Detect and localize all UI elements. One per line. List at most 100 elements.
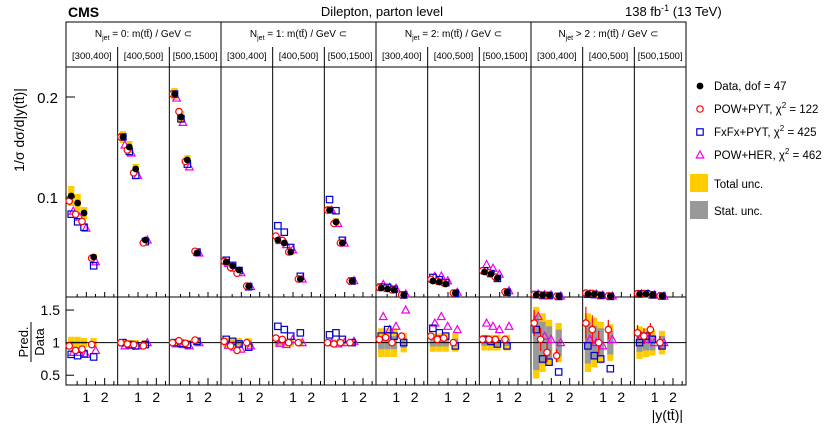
ratio-point-open-circle — [175, 336, 183, 345]
point-filled-circle — [597, 291, 605, 299]
point-open-triangle — [184, 161, 195, 171]
y-tick-label-ratio: 1.5 — [41, 302, 61, 318]
ratio-point-open-triangle — [436, 311, 447, 321]
group-header: Njet > 2 : m(tt̄) / GeV ⊂ — [559, 28, 659, 42]
point-filled-circle — [132, 165, 140, 173]
legend-label: POW+HER, χ2 = 462 — [714, 147, 822, 162]
point-filled-circle — [636, 290, 643, 298]
point-filled-circle — [177, 113, 185, 121]
ratio-point-open-square — [286, 332, 295, 340]
mass-bin-label: [500,1500] — [638, 51, 683, 62]
ratio-point-open-circle — [594, 338, 603, 347]
x-tick-label: 1 — [599, 389, 607, 405]
ratio-point-open-square — [332, 329, 340, 337]
ratio-point-open-square — [429, 324, 437, 333]
point-filled-circle — [332, 218, 340, 226]
chart-text: CMS Dilepton, parton level 138 fb-1 (13 … — [11, 3, 722, 423]
ratio-point-open-circle — [181, 339, 190, 348]
mass-bin-label: [400,500] — [434, 51, 474, 62]
point-filled-circle — [171, 90, 178, 98]
mass-bin-label: [300,400] — [227, 51, 267, 62]
point-open-triangle — [488, 262, 498, 272]
x-tick-label: 2 — [669, 389, 677, 405]
legend-swatch — [690, 174, 708, 192]
point-filled-circle — [435, 278, 443, 286]
point-filled-circle — [229, 262, 237, 270]
point-filled-circle — [296, 275, 304, 283]
mass-bin-label: [300,400] — [382, 51, 422, 62]
x-tick-label: 1 — [134, 389, 142, 405]
y-tick-label-top: 0.2 — [37, 90, 58, 107]
x-tick-label: 2 — [204, 389, 212, 405]
ratio-point-open-square — [399, 338, 408, 347]
legend-marker-open-triangle — [695, 149, 705, 159]
ratio-point-open-triangle — [442, 321, 453, 330]
ratio-point-open-triangle — [430, 317, 440, 327]
ratio-point-open-square — [390, 332, 398, 340]
ratio-point-open-circle — [330, 340, 338, 348]
point-filled-circle — [183, 156, 191, 164]
ratio-point-open-triangle — [391, 321, 401, 330]
point-open-circle — [78, 217, 86, 226]
data-points — [65, 90, 669, 376]
ratio-point-open-circle — [78, 345, 86, 353]
x-tick-label: 1 — [82, 389, 90, 405]
ratio-point-open-circle — [284, 338, 293, 347]
ratio-point-open-circle — [272, 334, 280, 342]
ratio-point-open-triangle — [555, 337, 566, 347]
ratio-point-open-triangle — [400, 304, 411, 314]
point-filled-circle — [274, 236, 282, 244]
ratio-point-open-circle — [87, 340, 96, 349]
chart-title: Dilepton, parton level — [321, 4, 443, 19]
ratio-point-open-square — [648, 335, 657, 344]
point-filled-circle — [280, 239, 288, 247]
mass-bin-label: [400,500] — [279, 51, 319, 62]
point-filled-circle — [390, 286, 398, 294]
ratio-point-open-circle — [530, 319, 538, 327]
luminosity-label: 138 fb-1 (13 TeV) — [625, 3, 722, 19]
point-open-circle — [71, 210, 80, 219]
ratio-point-open-circle — [633, 329, 642, 337]
point-open-triangle — [481, 259, 492, 269]
ratio-point-open-circle — [242, 338, 251, 347]
ratio-point-open-circle — [543, 348, 551, 357]
ratio-point-open-triangle — [494, 324, 505, 334]
ratio-point-open-circle — [220, 337, 228, 346]
point-filled-circle — [141, 236, 149, 244]
point-open-triangle — [81, 222, 91, 232]
legend-label: Data, dof = 47 — [714, 81, 787, 93]
point-filled-circle — [338, 239, 346, 247]
legend-marker-filled-circle — [696, 82, 704, 90]
x-tick-label: 2 — [462, 389, 470, 405]
mass-bin-label: [500,1500] — [173, 51, 218, 62]
ratio-point-open-circle — [191, 336, 199, 344]
point-filled-circle — [326, 206, 333, 214]
legend: Data, dof = 47 POW+PYT, χ2 = 122 FxFx+PYT,… — [690, 81, 822, 219]
mass-bin-label: [400,500] — [589, 51, 629, 62]
x-tick-label: 2 — [617, 389, 625, 405]
ratio-point-open-circle — [582, 319, 590, 327]
ratio-point-open-circle — [640, 332, 648, 340]
ratio-point-open-circle — [323, 338, 332, 347]
x-tick-label: 1 — [651, 389, 659, 405]
point-filled-circle — [442, 280, 450, 288]
point-filled-circle — [348, 277, 356, 285]
y-axis-label-top: 1/σ dσ/d|y(tt̄)| — [11, 88, 27, 172]
ratio-point-open-circle — [336, 338, 345, 347]
ratio-point-open-triangle — [378, 311, 389, 321]
ratio-point-open-square — [296, 329, 305, 337]
ratio-point-open-square — [325, 331, 334, 339]
point-filled-circle — [648, 291, 656, 299]
mass-bin-label: [400,500] — [124, 51, 164, 62]
ratio-point-open-circle — [346, 338, 354, 347]
ratio-point-open-triangle — [142, 337, 153, 347]
point-filled-circle — [487, 270, 495, 278]
ratio-point-open-circle — [646, 325, 655, 334]
plot-frames — [65, 21, 687, 386]
point-filled-circle — [642, 290, 650, 298]
ratio-point-open-circle — [278, 335, 287, 344]
ratio-point-open-triangle — [488, 321, 498, 330]
point-filled-circle — [119, 133, 127, 141]
x-tick-label: 2 — [514, 389, 522, 405]
point-open-square — [280, 228, 289, 237]
